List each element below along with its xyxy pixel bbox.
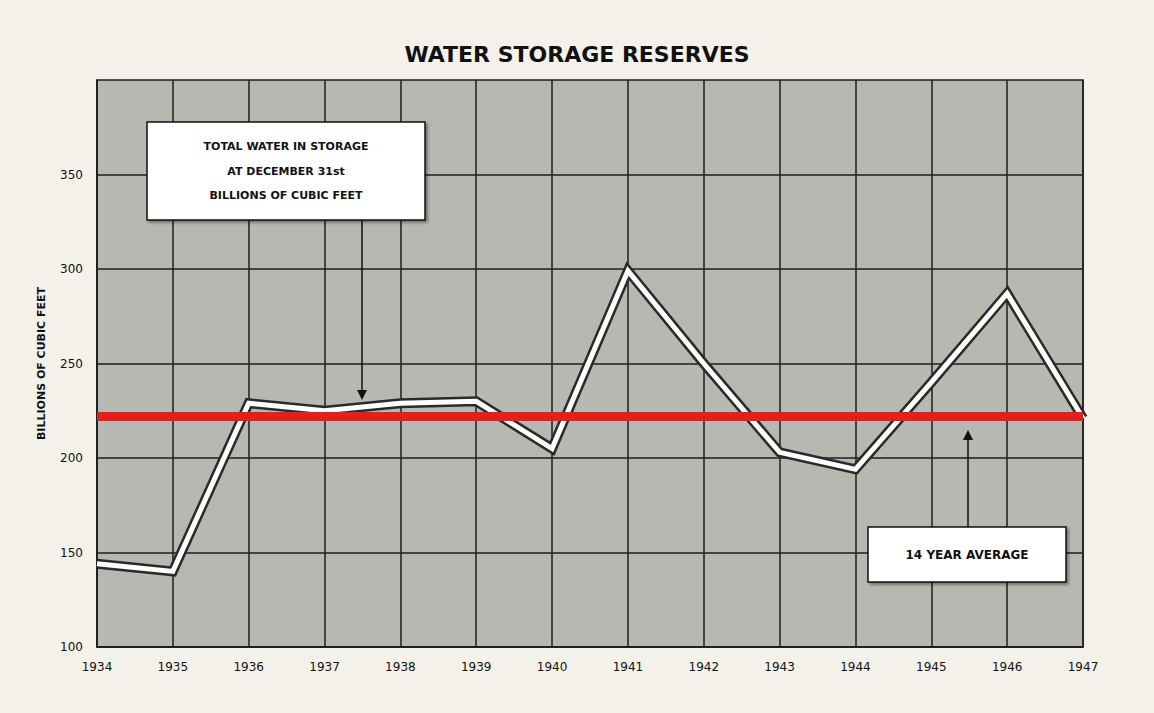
svg-text:300: 300 [60, 262, 83, 276]
svg-text:BILLIONS OF CUBIC FEET: BILLIONS OF CUBIC FEET [35, 286, 48, 440]
svg-text:1936: 1936 [233, 660, 264, 674]
svg-text:1940: 1940 [537, 660, 568, 674]
svg-text:1946: 1946 [992, 660, 1023, 674]
svg-text:1934: 1934 [82, 660, 113, 674]
svg-text:TOTAL WATER IN STORAGE: TOTAL WATER IN STORAGE [204, 140, 369, 153]
svg-text:1935: 1935 [158, 660, 189, 674]
svg-text:1941: 1941 [613, 660, 644, 674]
svg-text:AT DECEMBER 31st: AT DECEMBER 31st [227, 165, 344, 178]
svg-text:150: 150 [60, 546, 83, 560]
svg-text:1938: 1938 [385, 660, 416, 674]
svg-text:BILLIONS OF CUBIC FEET: BILLIONS OF CUBIC FEET [209, 189, 363, 202]
svg-text:350: 350 [60, 168, 83, 182]
svg-text:1947: 1947 [1068, 660, 1099, 674]
svg-text:100: 100 [60, 640, 83, 654]
svg-text:1937: 1937 [309, 660, 340, 674]
svg-text:1945: 1945 [916, 660, 947, 674]
svg-text:14 YEAR AVERAGE: 14 YEAR AVERAGE [906, 548, 1029, 562]
svg-text:200: 200 [60, 451, 83, 465]
svg-text:1943: 1943 [764, 660, 795, 674]
svg-text:1939: 1939 [461, 660, 492, 674]
svg-text:WATER STORAGE RESERVES: WATER STORAGE RESERVES [404, 42, 749, 67]
svg-text:1944: 1944 [840, 660, 871, 674]
svg-text:1942: 1942 [688, 660, 719, 674]
svg-text:250: 250 [60, 357, 83, 371]
